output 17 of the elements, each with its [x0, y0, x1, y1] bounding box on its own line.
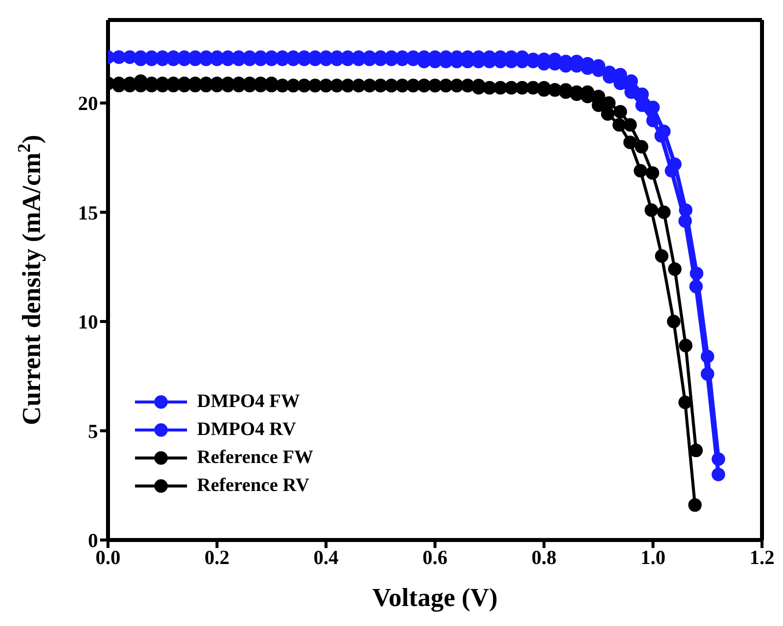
- x-axis-title: Voltage (V): [372, 583, 498, 612]
- legend-label: DMPO4 FW: [197, 391, 300, 413]
- y-tick-label: 5: [88, 420, 98, 443]
- legend-label: Reference FW: [197, 447, 314, 469]
- y-tick-label: 15: [78, 202, 98, 224]
- legend-label: Reference RV: [197, 475, 310, 497]
- y-tick-label: 0: [88, 530, 98, 552]
- x-tick-label: 0.2: [204, 547, 230, 570]
- x-tick-label: 1.0: [640, 547, 666, 570]
- x-tick-label: 0.0: [96, 547, 120, 570]
- y-tick-label: 10: [78, 312, 98, 334]
- x-tick-label: 0.4: [314, 547, 338, 570]
- legend-label: DMPO4 RV: [197, 419, 296, 441]
- x-tick-label: 1.2: [750, 547, 774, 570]
- x-tick-label: 0.6: [422, 547, 448, 570]
- y-tick-label: 20: [78, 93, 98, 116]
- x-tick-label: 0.8: [532, 547, 556, 570]
